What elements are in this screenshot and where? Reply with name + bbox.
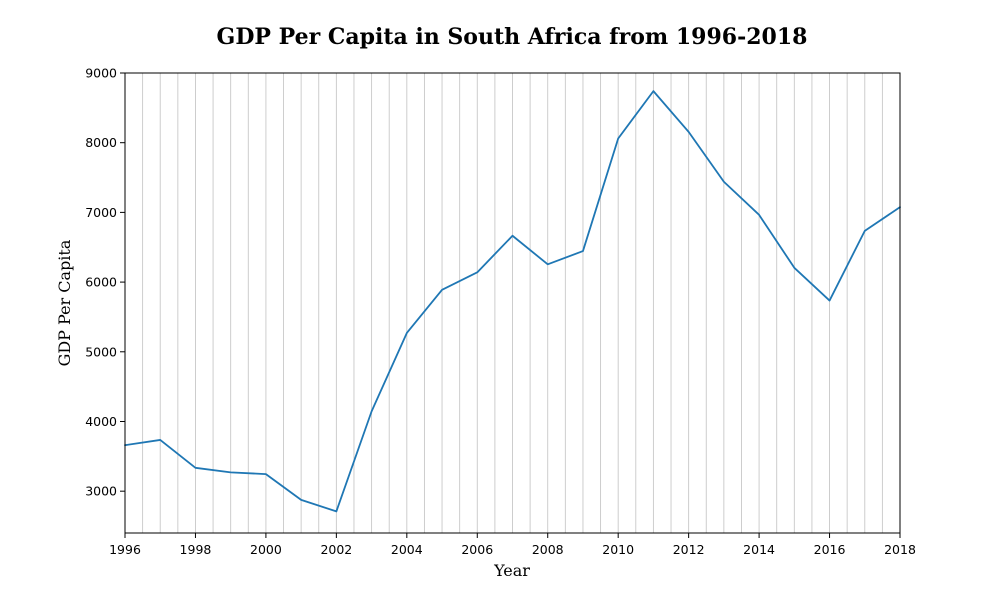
x-tick-label: 2016	[814, 542, 846, 557]
x-tick-label: 1998	[180, 542, 212, 557]
y-tick-label: 8000	[85, 135, 117, 150]
y-axis-label: GDP Per Capita	[55, 239, 74, 366]
x-tick-label: 2014	[743, 542, 775, 557]
series-layer	[124, 90, 901, 513]
x-tick-label: 2010	[602, 542, 634, 557]
x-tick-label: 2008	[532, 542, 564, 557]
x-axis-label: Year	[493, 561, 530, 580]
y-axis-ticks: 3000 4000 5000 6000 7000 8000 9000	[85, 66, 125, 499]
x-tick-label: 2012	[673, 542, 705, 557]
x-tick-label: 2002	[320, 542, 352, 557]
x-tick-label: 2000	[250, 542, 282, 557]
y-tick-label: 4000	[85, 414, 117, 429]
chart-title: GDP Per Capita in South Africa from 1996…	[217, 24, 808, 50]
y-tick-label: 9000	[85, 66, 117, 81]
x-axis-ticks: 1996 1998 2000 2002 2004 2006 2008 2010 2012 2014…	[109, 533, 916, 557]
plot-area-frame	[124, 72, 901, 534]
x-tick-label: 1996	[109, 542, 141, 557]
x-tick-label: 2004	[391, 542, 423, 557]
y-tick-label: 6000	[85, 275, 117, 290]
y-tick-label: 7000	[85, 205, 117, 220]
x-tick-label: 2018	[884, 542, 916, 557]
x-tick-label: 2006	[461, 542, 493, 557]
y-tick-label: 5000	[85, 344, 117, 359]
y-tick-label: 3000	[85, 484, 117, 499]
series-line	[124, 90, 901, 513]
grid	[142, 73, 883, 533]
